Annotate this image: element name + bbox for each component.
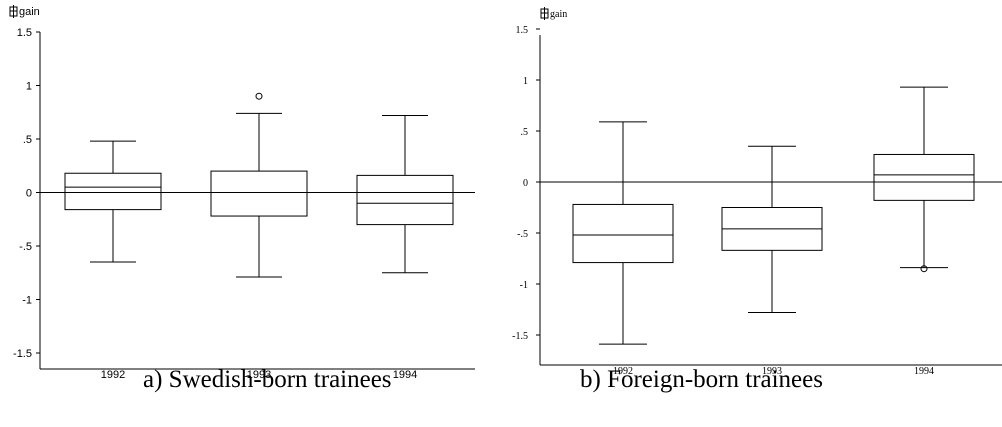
box-iqr	[572, 203, 674, 264]
box-1993	[210, 92, 308, 278]
y-tick-label: 1	[26, 81, 32, 93]
box-1994	[873, 86, 975, 273]
x-tick-label: 1993	[247, 369, 271, 381]
caption-b: b) Foreign-born trainees	[580, 366, 823, 393]
box-iqr	[873, 153, 975, 201]
variable-icon	[540, 7, 549, 20]
y-axis-label: gain	[19, 6, 40, 18]
box-1992	[572, 121, 674, 345]
y-tick-label: -1.5	[13, 348, 32, 360]
y-tick-label: -1	[520, 280, 528, 291]
outlier-point	[920, 265, 928, 273]
x-tick-label: 1992	[613, 366, 633, 377]
y-tick-label: 1	[523, 76, 528, 87]
box-1994	[356, 114, 454, 274]
y-tick-label: .5	[23, 134, 32, 146]
variable-icon	[9, 5, 18, 18]
y-tick-label: -.5	[19, 241, 32, 253]
y-tick-label: -.5	[517, 229, 528, 240]
x-tick-label: 1994	[914, 366, 934, 377]
box-1993	[721, 145, 823, 314]
y-tick-label: -1	[22, 295, 32, 307]
box-iqr	[210, 170, 308, 217]
y-tick-label: 1.5	[516, 25, 529, 36]
x-tick-label: 1994	[393, 369, 417, 381]
y-tick-label: .5	[521, 127, 529, 138]
y-axis-label: gain	[550, 9, 567, 20]
caption-a: a) Swedish-born trainees	[143, 366, 392, 393]
y-tick-label: -1.5	[512, 331, 528, 342]
y-tick-label: 0	[26, 188, 32, 200]
y-tick-label: 1.5	[17, 27, 32, 39]
outlier-point	[255, 92, 263, 100]
box-iqr	[64, 172, 162, 211]
box-iqr	[356, 174, 454, 226]
x-tick-label: 1993	[762, 366, 782, 377]
box-1992	[64, 140, 162, 263]
x-tick-label: 1992	[101, 369, 125, 381]
y-tick-label: 0	[523, 178, 528, 189]
